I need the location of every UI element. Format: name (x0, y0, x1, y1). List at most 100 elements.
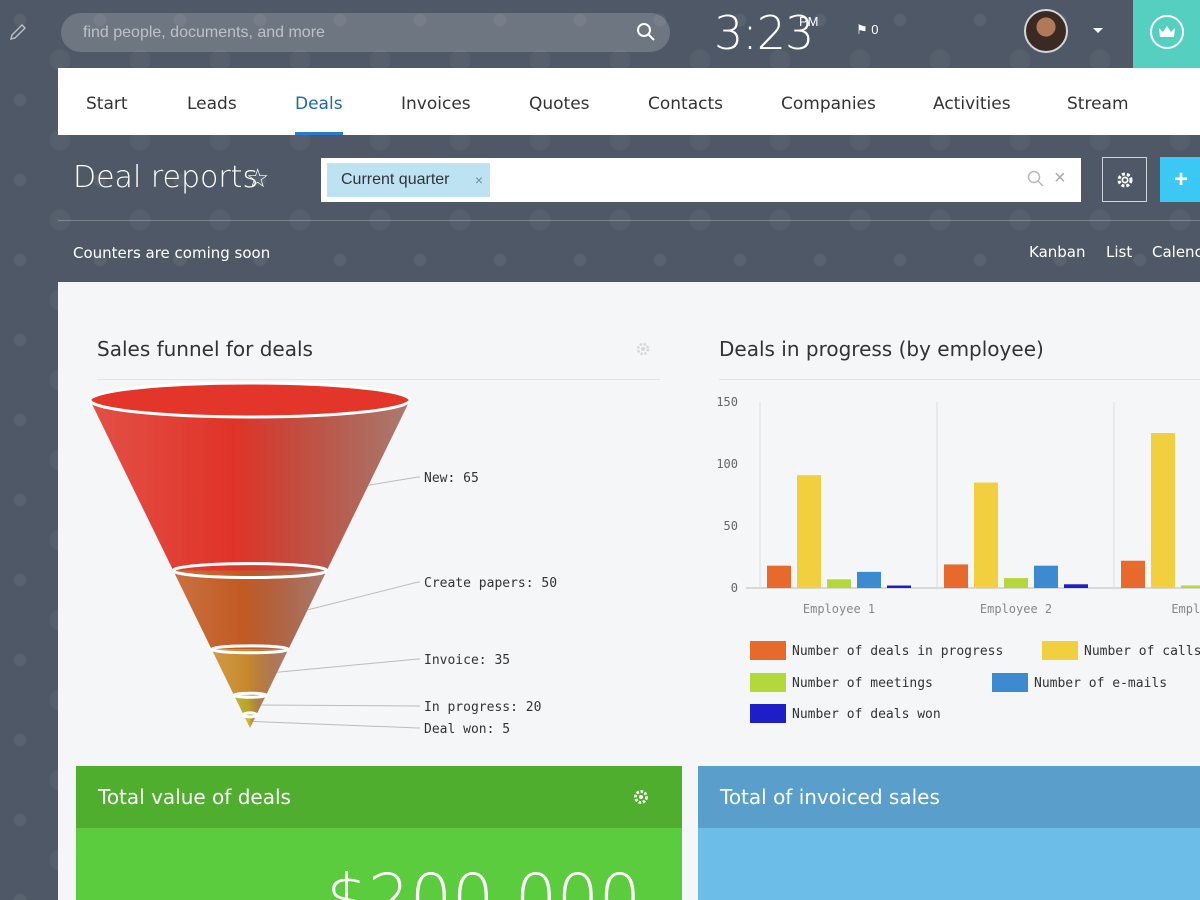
bar[interactable] (1034, 565, 1058, 588)
total-value-tile: Total value of deals $200,000 (76, 766, 682, 900)
funnel-leader-line (253, 720, 420, 729)
nav-tab-quotes[interactable]: Quotes (529, 94, 590, 114)
upgrade-button[interactable] (1133, 0, 1200, 68)
add-button[interactable]: + (1160, 157, 1200, 202)
pencil-icon[interactable] (8, 22, 28, 42)
search-input[interactable]: find people, documents, and more (61, 13, 670, 52)
gear-icon[interactable] (635, 341, 651, 357)
legend-label[interactable]: Number of e-mails (1034, 676, 1167, 691)
total-value-body: $200,000 (76, 828, 682, 900)
bar[interactable] (767, 565, 791, 588)
invoiced-sales-tile: Total of invoiced sales (698, 766, 1200, 900)
funnel-label: Create papers: 50 (424, 576, 557, 591)
bar[interactable] (1121, 560, 1145, 588)
funnel-leader-line (261, 704, 420, 707)
x-tick-label: Employee 2 (980, 602, 1052, 616)
bar[interactable] (797, 475, 821, 588)
deals-bar-chart: 0 50 100 150 Employee 1 Employee 2 Employ Numbe… (716, 395, 1200, 723)
bar[interactable] (827, 579, 851, 588)
chevron-down-icon[interactable] (1093, 28, 1103, 33)
invoiced-sales-body (698, 828, 1200, 900)
total-value-title: Total value of deals (98, 785, 291, 809)
legend-label[interactable]: Number of calls (1084, 644, 1200, 659)
nav-tab-start[interactable]: Start (86, 94, 128, 114)
nav-tab-invoices[interactable]: Invoices (401, 94, 471, 114)
bar[interactable] (944, 564, 968, 588)
view-kanban-link[interactable]: Kanban (1029, 243, 1086, 261)
funnel-separator (242, 711, 258, 719)
funnel-label: Deal won: 5 (424, 722, 510, 737)
crown-icon (1150, 15, 1184, 49)
top-bar: find people, documents, and more 3:23 PM… (0, 0, 1200, 68)
star-icon[interactable]: ☆ (246, 163, 270, 193)
legend-swatch (750, 641, 786, 660)
chip-remove-icon[interactable]: × (474, 172, 483, 188)
filter-chip[interactable]: Current quarter × (327, 163, 490, 197)
bar[interactable] (1151, 433, 1175, 588)
clear-icon[interactable]: × (1054, 167, 1066, 189)
bar[interactable] (1064, 584, 1088, 588)
legend-swatch (992, 673, 1028, 692)
reports-content: Sales funnel for deals New: 65 Create pap… (58, 282, 1200, 900)
avatar[interactable] (1024, 9, 1068, 53)
nav-tab-deals[interactable]: Deals (295, 68, 343, 135)
legend-swatch (750, 673, 786, 692)
nav-tab-leads[interactable]: Leads (187, 94, 237, 114)
search-icon[interactable] (1027, 170, 1045, 188)
flag-counter[interactable]: ⚑ 0 (856, 22, 879, 38)
gear-icon[interactable] (632, 788, 650, 806)
search-placeholder: find people, documents, and more (83, 24, 325, 41)
funnel-separator (171, 562, 329, 579)
flag-icon: ⚑ (856, 22, 868, 37)
funnel-segment-new (90, 400, 410, 571)
legend-swatch (750, 704, 786, 723)
settings-button[interactable] (1102, 157, 1147, 202)
funnel-widget-title: Sales funnel for deals (97, 337, 313, 361)
legend-label[interactable]: Number of deals in progress (792, 644, 1003, 659)
search-icon[interactable] (636, 22, 656, 42)
funnel-label: In progress: 20 (424, 700, 541, 715)
y-tick-label: 0 (731, 581, 738, 595)
legend-swatch (1042, 641, 1078, 660)
filter-chip-label: Current quarter (341, 171, 450, 188)
funnel-leader-line (277, 658, 420, 673)
funnel-leader-line (307, 581, 420, 611)
invoiced-sales-title: Total of invoiced sales (720, 785, 940, 809)
bar[interactable] (1181, 585, 1200, 588)
counters-text: Counters are coming soon (73, 244, 271, 262)
bar[interactable] (974, 482, 998, 588)
funnel-separator (210, 644, 290, 655)
funnel-segment-in-progress (234, 695, 266, 715)
clock-ampm: PM (799, 14, 819, 29)
legend-label[interactable]: Number of deals won (792, 707, 941, 722)
gear-icon (1117, 172, 1133, 188)
x-tick-label: Employ (1171, 602, 1200, 616)
clock-time: 3:23 (714, 6, 814, 60)
filter-bar[interactable]: Current quarter × × (321, 158, 1081, 202)
divider (58, 220, 1200, 221)
funnel-label: New: 65 (424, 471, 479, 486)
y-tick-label: 150 (716, 395, 738, 409)
bar[interactable] (887, 585, 911, 588)
legend-label[interactable]: Number of meetings (792, 676, 933, 691)
funnel-segment-invoice (211, 649, 289, 696)
bar[interactable] (857, 571, 881, 588)
main-nav: Start Leads Deals Invoices Quotes Contac… (58, 68, 1200, 135)
invoiced-sales-header: Total of invoiced sales (698, 766, 1200, 828)
nav-tab-activities[interactable]: Activities (933, 94, 1011, 114)
total-value-amount: $200,000 (326, 860, 641, 900)
funnel-separator (232, 691, 268, 699)
flag-count: 0 (871, 22, 879, 37)
nav-tab-contacts[interactable]: Contacts (648, 94, 723, 114)
funnel-title-rule (97, 379, 660, 380)
page-title: Deal reports (73, 160, 259, 195)
view-list-link[interactable]: List (1106, 243, 1133, 261)
funnel-segment-create-papers (173, 570, 327, 650)
view-calendar-link[interactable]: Calenc (1152, 243, 1200, 261)
nav-tab-companies[interactable]: Companies (781, 94, 876, 114)
funnel-label: Invoice: 35 (424, 653, 510, 668)
funnel-top-rim (88, 382, 412, 419)
bar[interactable] (1004, 578, 1028, 588)
funnel-leader-line (368, 476, 420, 486)
nav-tab-stream[interactable]: Stream (1067, 94, 1129, 114)
